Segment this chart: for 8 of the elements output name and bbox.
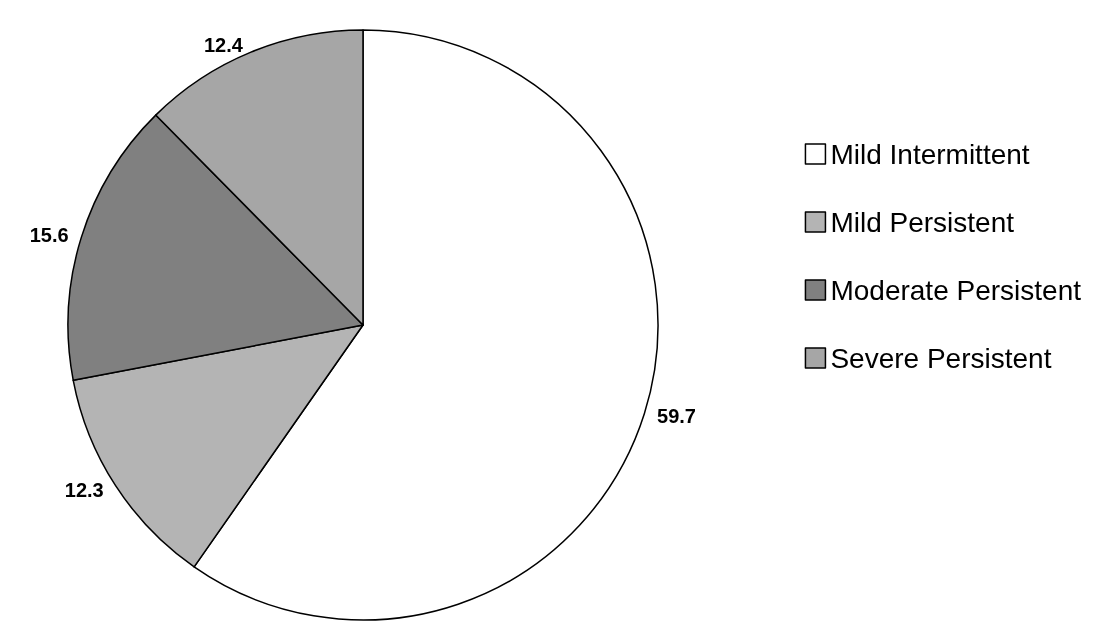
data-label: 12.4 xyxy=(203,33,244,56)
legend-label: Moderate Persistent xyxy=(830,274,1082,306)
data-label: 12.3 xyxy=(64,478,104,501)
data-label: 59.7 xyxy=(657,404,696,427)
legend-label: Mild Intermittent xyxy=(830,138,1030,170)
data-label: 15.6 xyxy=(29,224,69,246)
legend-label: Severe Persistent xyxy=(830,342,1052,374)
legend-label: Mild Persistent xyxy=(830,206,1015,238)
